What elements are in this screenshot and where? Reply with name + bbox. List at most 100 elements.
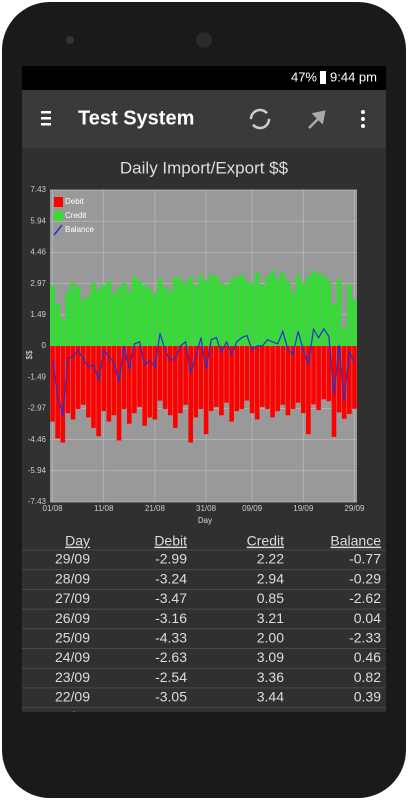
table-cell: 3.44 [257, 689, 284, 705]
bar [198, 346, 204, 409]
bar [101, 346, 107, 412]
bar [137, 280, 142, 346]
bar [224, 285, 229, 346]
bar [80, 299, 86, 346]
table-cell: 28/09 [55, 570, 90, 586]
bar [106, 346, 112, 422]
bar [341, 328, 347, 346]
bar [162, 287, 168, 346]
bar [65, 291, 71, 346]
table-cell: 22/09 [55, 689, 90, 705]
x-tick-label: 29/09 [344, 504, 365, 513]
bar [208, 274, 214, 346]
bar [219, 346, 224, 416]
table-cell: 2.94 [257, 570, 284, 586]
bar [50, 346, 55, 422]
bar [275, 346, 280, 412]
bar [60, 318, 66, 346]
legend-swatch [54, 197, 63, 207]
table-cell: 2.00 [257, 630, 284, 646]
bar [249, 283, 255, 346]
table-cell: -0.77 [349, 551, 381, 567]
legend-swatch [54, 211, 63, 221]
table-cell: 3.57 [257, 708, 284, 724]
bar [326, 281, 332, 346]
x-tick-label: 21/08 [145, 504, 166, 513]
bar [75, 346, 81, 409]
bar [213, 346, 219, 407]
bar [162, 346, 168, 409]
x-tick-label: 09/09 [242, 504, 263, 513]
table-cell: 0.82 [354, 669, 381, 685]
bar [116, 287, 122, 346]
bar [229, 278, 234, 346]
table-header: Debit [154, 533, 187, 549]
table-cell: -3.16 [155, 610, 187, 626]
pin-icon[interactable] [308, 110, 326, 129]
refresh-icon[interactable] [249, 108, 271, 130]
menu-icon[interactable] [41, 111, 51, 126]
bar [249, 346, 255, 414]
table-cell: 21/09 [55, 708, 90, 724]
bar [167, 291, 173, 346]
bar [229, 346, 234, 422]
table-header: Credit [247, 533, 284, 549]
table-header: Balance [330, 533, 381, 549]
y-tick-label: 0 [42, 341, 47, 350]
table-cell: 24/09 [55, 649, 90, 665]
overflow-icon[interactable] [361, 110, 365, 128]
bar [86, 346, 91, 418]
table-cell: -3.05 [155, 689, 187, 705]
bar [295, 274, 301, 346]
clock: 9:44 pm [330, 69, 377, 84]
bar [321, 346, 327, 400]
bar [80, 346, 86, 405]
bar [311, 271, 316, 346]
bar [306, 276, 311, 346]
bar [260, 285, 265, 346]
table-cell: 0.80 [354, 708, 381, 724]
table-cell: 0.46 [354, 649, 381, 665]
bar [244, 280, 250, 346]
bar [300, 283, 306, 346]
y-tick-label: 7.43 [30, 185, 46, 194]
table-cell: 2.22 [257, 551, 284, 567]
bar [173, 346, 178, 428]
bar [111, 293, 117, 346]
bar [280, 346, 286, 405]
table-cell: 26/09 [55, 610, 90, 626]
bar [127, 346, 132, 424]
speaker [196, 32, 212, 48]
y-tick-label: 5.94 [30, 216, 46, 225]
table-cell: 0.04 [354, 610, 381, 626]
y-tick-label: 1.49 [30, 310, 46, 319]
bar [116, 346, 122, 441]
bar [121, 283, 127, 346]
bar [254, 272, 260, 346]
bar [300, 346, 306, 414]
table-header: Day [65, 533, 90, 549]
bar [285, 280, 291, 346]
bar [157, 346, 163, 401]
x-tick-label: 19/09 [293, 504, 314, 513]
bar [239, 274, 245, 346]
bar [137, 346, 142, 407]
table-cell: 25/09 [55, 630, 90, 646]
bar [152, 293, 158, 346]
bar [285, 346, 291, 416]
bar [208, 346, 214, 412]
bar [265, 276, 270, 346]
table-cell: -2.63 [155, 649, 187, 665]
x-tick-label: 01/08 [43, 504, 64, 513]
x-axis-label: Day [198, 516, 212, 525]
table-cell: 23/09 [55, 669, 90, 685]
battery: 47% [291, 69, 317, 84]
bar [178, 346, 183, 414]
bar [96, 346, 101, 437]
table-cell: 29/09 [55, 551, 90, 567]
bar [234, 346, 240, 412]
bar [234, 276, 240, 346]
bar [75, 287, 81, 346]
table-cell: 3.21 [257, 610, 284, 626]
